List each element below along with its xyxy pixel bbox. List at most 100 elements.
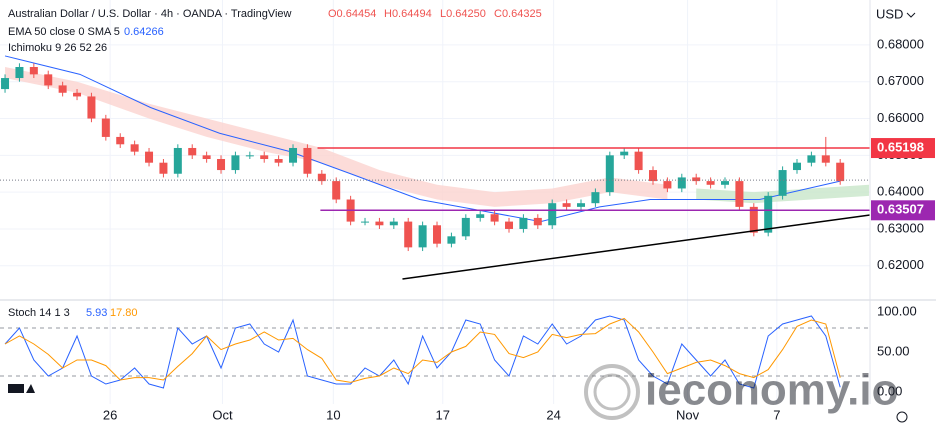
watermark-logo [584, 364, 640, 420]
candle-body [361, 221, 370, 223]
x-tick-label: Oct [212, 407, 233, 422]
stoch-line [4, 315, 841, 389]
candle-body [58, 85, 67, 93]
ohlc: H0.64494 [384, 8, 432, 20]
indicator-label: Ichimoku 9 26 52 26 [8, 42, 107, 54]
candle-body [447, 236, 456, 244]
indicator-value: 5.93 [86, 307, 107, 319]
candle-body [389, 221, 398, 226]
settings-icon[interactable] [896, 411, 908, 423]
candle-body [1, 78, 10, 90]
candle-body [188, 147, 197, 156]
candle-body [202, 155, 211, 160]
ohlc: L0.64250 [440, 8, 486, 20]
level-label-bg [871, 200, 935, 221]
candle-body [130, 144, 139, 152]
level-label: 0.65198 [877, 139, 924, 154]
candle-body [821, 155, 830, 163]
candle-body [605, 155, 614, 193]
candle-body [591, 192, 600, 204]
y-tick-label: 0.62000 [877, 257, 924, 272]
y-tick-label: 50.00 [877, 343, 910, 358]
candle-body [116, 136, 125, 145]
ichimoku-cloud [5, 66, 668, 207]
currency-dropdown[interactable] [906, 12, 916, 18]
candle-body [101, 118, 110, 137]
ohlc: C0.64325 [494, 8, 542, 20]
indicator-value: 17.80 [110, 307, 138, 319]
candle-body [418, 225, 427, 248]
candle-body [274, 159, 283, 163]
candle-body [548, 203, 557, 226]
candle-body [29, 66, 38, 75]
ema-line [4, 55, 841, 223]
y-tick-label: 0.68000 [877, 36, 924, 51]
candle-body [461, 217, 470, 237]
indicator-label: EMA 50 close 0 SMA 5 [8, 26, 120, 38]
candle-body [792, 162, 801, 171]
plot [0, 55, 871, 389]
candle-body [735, 181, 744, 207]
candle-body [677, 177, 686, 189]
candle-body [44, 74, 53, 86]
candle-body [231, 155, 240, 171]
candle-body [15, 66, 24, 79]
candle-body [159, 162, 168, 174]
ohlc: O0.64454 [328, 8, 376, 20]
chart-title: Australian Dollar / U.S. Dollar · 4h · O… [8, 8, 292, 20]
candle-body [778, 170, 787, 196]
x-tick-label: 17 [436, 407, 450, 422]
candle-body [577, 203, 586, 207]
candle-body [217, 159, 226, 171]
candle-body [663, 181, 672, 189]
candle-body [505, 221, 514, 229]
candle-body [87, 96, 96, 119]
x-tick-label: 24 [546, 407, 560, 422]
candle-body [433, 225, 442, 244]
candle-body [404, 221, 413, 248]
x-tick-label: 26 [103, 407, 117, 422]
x-tick-label: 7 [773, 407, 780, 422]
currency[interactable]: USD [876, 6, 903, 21]
candle-body [476, 214, 485, 218]
indicator-label: Stoch 14 1 3 [8, 307, 70, 319]
level-label: 0.63507 [877, 202, 924, 217]
candle-body [260, 155, 269, 160]
candle-body [289, 147, 298, 163]
candle-body [620, 151, 629, 156]
level-label-bg [871, 138, 935, 159]
candle-body [749, 206, 758, 233]
candle-body [519, 217, 528, 229]
x-tick-label: 10 [326, 407, 340, 422]
candle-body [145, 151, 154, 163]
candle-body [317, 173, 326, 182]
watermark: ieconomy.io [645, 366, 898, 415]
candle-body [764, 195, 773, 233]
y-tick-label: 100.00 [877, 303, 917, 318]
y-tick-label: 0.64000 [877, 184, 924, 199]
candle-body [634, 151, 643, 171]
candle-body [562, 203, 571, 207]
trend-line [402, 214, 871, 280]
candle-body [245, 155, 254, 157]
indicator-value: 0.64266 [124, 26, 164, 38]
candle-body [692, 177, 701, 182]
stoch-line [4, 317, 841, 383]
candle-body [649, 170, 658, 182]
candle-body [73, 92, 82, 97]
candle-body [721, 181, 729, 185]
tv-logo [8, 384, 35, 393]
candle-body [490, 214, 499, 222]
y-tick-label: 0.66000 [877, 110, 924, 125]
candle-body [706, 181, 715, 185]
x-tick-label: Nov [676, 407, 700, 422]
y-tick-label: 0.63000 [877, 220, 924, 235]
candle-body [836, 162, 845, 182]
candle-body [173, 147, 182, 174]
candle-body [332, 181, 341, 200]
candle-body [533, 217, 542, 226]
candle-body [375, 221, 384, 226]
candle-body [807, 155, 816, 163]
y-tick-label: 0.00 [877, 383, 902, 398]
